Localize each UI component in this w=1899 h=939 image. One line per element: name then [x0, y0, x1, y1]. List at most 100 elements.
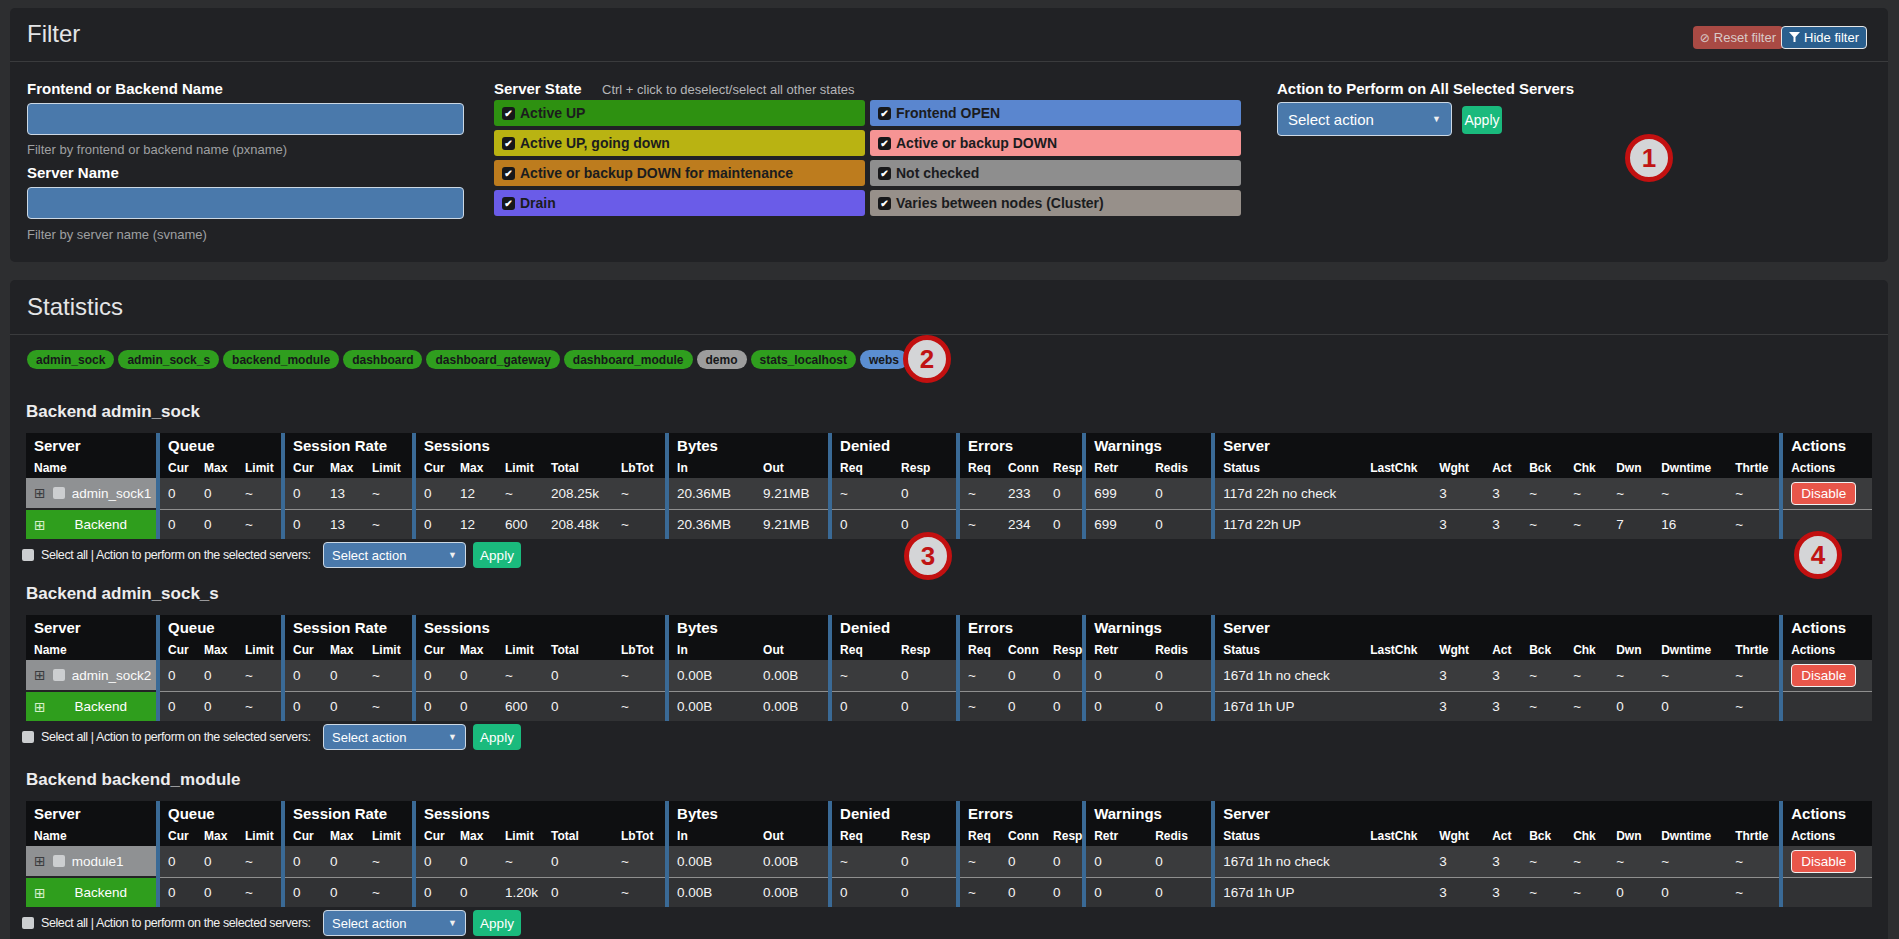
row-action-select[interactable]: Select action▼: [323, 724, 466, 750]
state-filter-1[interactable]: ✔Active UP, going down: [494, 130, 865, 156]
row-action-select[interactable]: Select action▼: [323, 542, 466, 568]
pxname-input[interactable]: [27, 103, 464, 135]
state-filter-4[interactable]: ✔Frontend OPEN: [870, 100, 1241, 126]
badge-demo[interactable]: demo: [697, 350, 747, 369]
stat-cell: ~: [613, 846, 667, 877]
state-checkbox[interactable]: ✔: [502, 107, 515, 120]
column-header: Limit: [237, 458, 283, 478]
server-name-cell: ⊞admin_sock1: [26, 478, 158, 509]
column-header: Limit: [364, 826, 414, 846]
row-checkbox[interactable]: [53, 855, 65, 867]
state-label: Not checked: [896, 165, 979, 181]
stat-cell: 0: [283, 660, 322, 691]
select-all-checkbox[interactable]: [22, 549, 34, 561]
stat-cell: 0: [196, 691, 237, 721]
badge-backend_module[interactable]: backend_module: [223, 350, 339, 369]
column-group-header: Server: [26, 801, 158, 826]
select-all-checkbox[interactable]: [22, 731, 34, 743]
column-group-header: Denied: [830, 433, 958, 458]
badge-admin_sock_s[interactable]: admin_sock_s: [118, 350, 219, 369]
select-all-bar: Select all | Action to perform on the se…: [22, 724, 1872, 750]
state-checkbox[interactable]: ✔: [878, 197, 891, 210]
actions-cell: Disable: [1781, 660, 1872, 691]
table-row: ⊞module100~00~00~0~0.00B0.00B~0~0000167d…: [26, 846, 1872, 877]
pxname-help: Filter by frontend or backend name (pxna…: [27, 142, 287, 157]
stat-cell: 7: [1608, 509, 1653, 539]
stat-cell: ~: [1608, 660, 1653, 691]
disable-button[interactable]: Disable: [1791, 482, 1856, 505]
stat-cell: ~: [1608, 846, 1653, 877]
stat-cell: 0: [283, 846, 322, 877]
column-header: Dwn: [1608, 458, 1653, 478]
column-header: Wght: [1431, 458, 1484, 478]
stats-table: ServerQueueSession RateSessionsBytesDeni…: [26, 615, 1872, 721]
server-name: admin_sock2: [72, 668, 152, 683]
backend-block: Backend admin_sock_sServerQueueSession R…: [26, 584, 1872, 750]
expand-icon[interactable]: ⊞: [34, 886, 46, 900]
row-action-select[interactable]: Select action▼: [323, 910, 466, 936]
column-header: Out: [755, 826, 830, 846]
expand-icon[interactable]: ⊞: [34, 854, 46, 868]
server-name-cell: ⊞ admin_sock2: [26, 660, 158, 691]
stat-cell: ~: [237, 877, 283, 907]
svname-input[interactable]: [27, 187, 464, 219]
badge-admin_sock[interactable]: admin_sock: [27, 350, 114, 369]
row-checkbox[interactable]: [53, 669, 65, 681]
badge-dashboard[interactable]: dashboard: [343, 350, 422, 369]
stat-cell: ~: [958, 478, 1000, 509]
column-header: Max: [196, 458, 237, 478]
expand-icon[interactable]: ⊞: [34, 700, 46, 714]
state-checkbox[interactable]: ✔: [878, 137, 891, 150]
select-all-checkbox[interactable]: [22, 917, 34, 929]
column-header: Limit: [237, 826, 283, 846]
state-label: Active UP: [520, 105, 585, 121]
state-checkbox[interactable]: ✔: [502, 167, 515, 180]
action-select[interactable]: Select action▼: [1277, 102, 1452, 136]
state-checkbox[interactable]: ✔: [878, 107, 891, 120]
expand-icon[interactable]: ⊞: [34, 486, 46, 500]
stat-cell: ~: [497, 478, 543, 509]
row-apply-button[interactable]: Apply: [473, 910, 521, 936]
column-header: Redis: [1147, 640, 1213, 660]
badge-webs[interactable]: webs: [860, 350, 908, 369]
stat-cell: 3: [1431, 478, 1484, 509]
reset-filter-button[interactable]: ⊘Reset filter: [1693, 26, 1783, 49]
row-apply-button[interactable]: Apply: [473, 724, 521, 750]
stat-cell: [1362, 691, 1431, 721]
state-checkbox[interactable]: ✔: [502, 197, 515, 210]
disable-button[interactable]: Disable: [1791, 850, 1856, 873]
state-checkbox[interactable]: ✔: [502, 137, 515, 150]
column-group-header: Session Rate: [283, 801, 414, 826]
action-apply-button[interactable]: Apply: [1462, 106, 1502, 134]
stat-cell: ~: [237, 846, 283, 877]
state-filter-3[interactable]: ✔Drain: [494, 190, 865, 216]
stat-cell: 3: [1431, 509, 1484, 539]
badge-dashboard_gateway[interactable]: dashboard_gateway: [426, 350, 559, 369]
disable-button[interactable]: Disable: [1791, 664, 1856, 687]
stat-cell: 3: [1484, 877, 1521, 907]
row-checkbox[interactable]: [53, 487, 65, 499]
state-checkbox[interactable]: ✔: [878, 167, 891, 180]
annotation-circle-4: 4: [1794, 531, 1842, 579]
row-apply-button[interactable]: Apply: [473, 542, 521, 568]
stats-table: ServerQueueSession RateSessionsBytesDeni…: [26, 433, 1872, 539]
badge-stats_localhost[interactable]: stats_localhost: [751, 350, 856, 369]
state-label: Varies between nodes (Cluster): [896, 195, 1104, 211]
state-filter-5[interactable]: ✔Active or backup DOWN: [870, 130, 1241, 156]
stat-cell: 0: [893, 846, 958, 877]
column-header: Status: [1213, 640, 1362, 660]
stat-cell: 0: [893, 478, 958, 509]
badge-dashboard_module[interactable]: dashboard_module: [564, 350, 693, 369]
state-filter-0[interactable]: ✔ Active UP: [494, 100, 865, 126]
expand-icon[interactable]: ⊞: [34, 518, 46, 532]
stat-cell: ~: [1521, 509, 1565, 539]
state-filter-6[interactable]: ✔ Not checked: [870, 160, 1241, 186]
expand-icon[interactable]: ⊞: [34, 668, 46, 682]
stat-cell: 0: [196, 509, 237, 539]
column-header: Cur: [158, 826, 196, 846]
column-group-header: Server: [1213, 801, 1781, 826]
column-group-header: Errors: [958, 801, 1084, 826]
state-filter-2[interactable]: ✔Active or backup DOWN for maintenance: [494, 160, 865, 186]
state-filter-7[interactable]: ✔ Varies between nodes (Cluster): [870, 190, 1241, 216]
hide-filter-button[interactable]: Hide filter: [1781, 26, 1867, 49]
